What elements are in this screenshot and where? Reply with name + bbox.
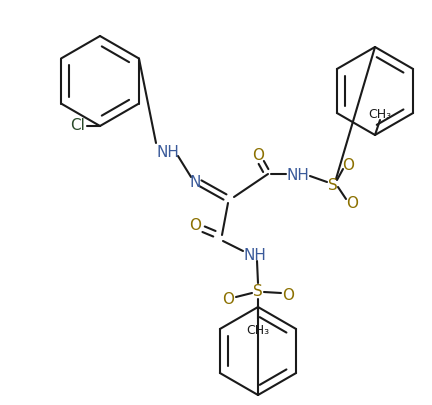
Text: S: S (328, 177, 338, 192)
Text: CH₃: CH₃ (246, 323, 270, 336)
Text: N: N (189, 174, 201, 189)
Text: O: O (222, 292, 234, 307)
Text: NH: NH (244, 247, 267, 262)
Text: O: O (252, 147, 264, 162)
Text: O: O (282, 287, 294, 302)
Text: O: O (342, 157, 354, 172)
Text: NH: NH (286, 167, 309, 182)
Text: NH: NH (156, 144, 179, 159)
Text: Cl: Cl (70, 117, 86, 132)
Text: O: O (346, 195, 358, 210)
Text: S: S (253, 284, 263, 299)
Text: CH₃: CH₃ (368, 107, 391, 120)
Text: O: O (189, 217, 201, 232)
